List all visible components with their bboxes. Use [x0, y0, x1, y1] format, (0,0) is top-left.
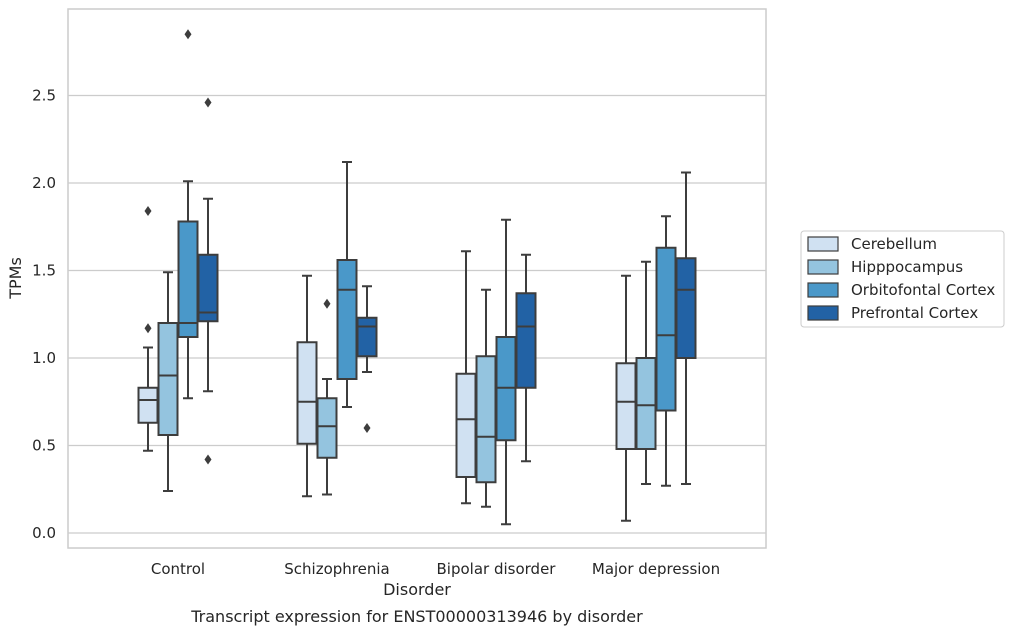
- legend-label: Hipppocampus: [851, 258, 963, 276]
- series-1: [157, 260, 657, 508]
- y-axis-label: TPMs: [6, 257, 25, 300]
- box-group: [157, 271, 179, 492]
- box-group: [177, 29, 199, 400]
- box-group: [356, 285, 378, 433]
- legend-swatch: [807, 236, 839, 252]
- y-axis-ticks: 0.0 0.5 1.0 1.5 2.0 2.5: [32, 87, 56, 543]
- legend-label: Prefrontal Cortex: [851, 304, 978, 322]
- box: [157, 322, 179, 436]
- y-tick-label: 1.0: [32, 349, 56, 367]
- box-group: [296, 274, 318, 498]
- legend-swatch: [807, 305, 839, 321]
- legend-frame: [800, 230, 1005, 328]
- box: [336, 259, 358, 380]
- x-tick-label: Control: [151, 560, 205, 578]
- box: [197, 253, 219, 323]
- box: [296, 341, 318, 445]
- legend: Cerebellum Hipppocampus Orbitofontal Corte…: [800, 230, 1005, 328]
- box: [455, 372, 477, 478]
- box: [177, 220, 199, 338]
- box-group: [137, 206, 159, 452]
- box: [356, 316, 378, 358]
- plot-area: [137, 29, 697, 526]
- outlier-point: [144, 323, 152, 334]
- x-axis-ticks: Control Schizophrenia Bipolar disorder Majo…: [151, 560, 720, 578]
- x-tick-label: Bipolar disorder: [437, 560, 557, 578]
- series-3: [197, 97, 697, 485]
- box: [515, 292, 537, 389]
- box-group: [515, 253, 537, 463]
- outlier-point: [204, 454, 212, 465]
- series-0: [137, 206, 637, 522]
- legend-swatch: [807, 282, 839, 298]
- box-group: [475, 288, 497, 508]
- box: [635, 357, 657, 450]
- box-group: [197, 97, 219, 465]
- box-group: [455, 250, 477, 505]
- y-tick-label: 0.0: [32, 524, 56, 542]
- box-group: [316, 298, 338, 496]
- y-tick-label: 0.5: [32, 437, 56, 455]
- outlier-point: [184, 29, 192, 40]
- box-group: [495, 218, 517, 526]
- x-axis-label: Disorder: [383, 580, 451, 599]
- outlier-point: [144, 206, 152, 216]
- y-tick-label: 1.5: [32, 262, 56, 280]
- box: [137, 386, 159, 424]
- x-tick-label: Schizophrenia: [284, 560, 389, 578]
- outlier-point: [363, 423, 371, 433]
- box-group: [615, 274, 637, 522]
- legend-label: Orbitofontal Cortex: [851, 281, 995, 299]
- y-tick-label: 2.0: [32, 174, 56, 192]
- box: [475, 355, 497, 484]
- box-group: [675, 171, 697, 485]
- legend-swatch: [807, 259, 839, 275]
- chart-caption: Transcript expression for ENST0000031394…: [190, 607, 643, 626]
- box: [675, 257, 697, 359]
- box-group: [635, 260, 657, 485]
- box: [615, 362, 637, 450]
- outlier-point: [204, 97, 212, 108]
- x-tick-label: Major depression: [592, 560, 720, 578]
- box: [316, 397, 338, 459]
- legend-items: Cerebellum Hipppocampus Orbitofontal Corte…: [807, 235, 995, 322]
- plot-frame: [67, 8, 767, 549]
- box: [655, 246, 677, 412]
- box-group: [336, 161, 358, 408]
- outlier-point: [323, 298, 331, 309]
- y-tick-label: 2.5: [32, 87, 56, 105]
- legend-label: Cerebellum: [851, 235, 937, 253]
- series-2: [177, 29, 677, 526]
